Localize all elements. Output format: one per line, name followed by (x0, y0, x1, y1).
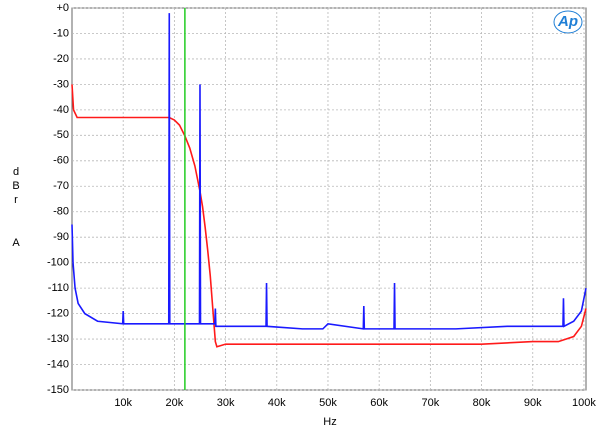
y-tick-label: -50 (53, 129, 69, 141)
y-tick-label: -30 (53, 78, 69, 90)
y-tick-label: -100 (47, 257, 69, 269)
x-tick-label: 70k (421, 397, 439, 409)
y-tick-label: -20 (53, 53, 69, 65)
y-tick-label: -90 (53, 231, 69, 243)
y-tick-label: -120 (47, 308, 69, 320)
y-tick-label: -150 (47, 384, 69, 396)
x-tick-label: 10k (114, 397, 132, 409)
x-tick-label: 40k (268, 397, 286, 409)
y-tick-label: -10 (53, 27, 69, 39)
x-tick-label: 90k (524, 397, 542, 409)
x-tick-label: 60k (370, 397, 388, 409)
y-tick-label: -80 (53, 206, 69, 218)
x-tick-label: 100k (572, 397, 596, 409)
x-tick-label: 20k (166, 397, 184, 409)
x-tick-label: 30k (217, 397, 235, 409)
logo: Ap (557, 13, 578, 30)
y-tick-label: -130 (47, 333, 69, 345)
y-tick-label: -110 (48, 282, 69, 294)
plot-frame (71, 7, 587, 391)
y-tick-label: +0 (56, 2, 69, 14)
series-line (71, 84, 587, 348)
x-axis-label: Hz (323, 416, 336, 428)
x-tick-label: 50k (319, 397, 337, 409)
y-tick-label: -60 (53, 155, 69, 167)
series-line (71, 13, 587, 330)
y-tick-label: -40 (53, 104, 69, 116)
logo-ring (553, 10, 583, 34)
y-tick-label: -140 (47, 358, 69, 370)
x-tick-label: 80k (473, 397, 491, 409)
y-tick-label: -70 (53, 180, 69, 192)
